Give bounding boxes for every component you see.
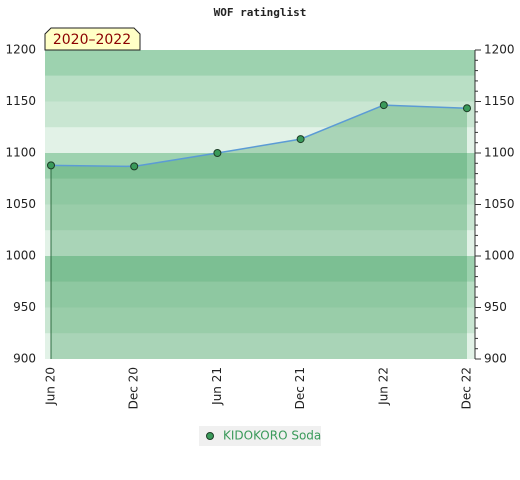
marker <box>463 104 471 113</box>
y2-tick-label: 900 <box>484 352 507 366</box>
y2-tick-label: 950 <box>484 300 507 314</box>
band-stripe <box>45 178 475 205</box>
y2-tick-label: 1200 <box>484 43 515 57</box>
annotation-box <box>44 27 141 51</box>
band-stripe <box>45 75 475 102</box>
y2-tick-label: 1050 <box>484 197 515 211</box>
band-stripe <box>45 281 475 308</box>
y-tick-label: 1050 <box>5 197 36 211</box>
band-stripe <box>45 333 475 359</box>
band-stripe <box>45 50 475 76</box>
y-tick-label: 950 <box>13 300 36 314</box>
band-stripe <box>45 256 475 282</box>
x-tick-label: Jun 21 <box>210 367 224 406</box>
marker <box>213 149 222 157</box>
y2-tick-label: 1150 <box>484 94 515 108</box>
legend-marker <box>206 432 214 440</box>
x-tick-label: Jun 20 <box>44 367 58 406</box>
chart-title: WOF ratinglist <box>214 6 307 19</box>
annotation: 2020–2022 <box>53 32 131 48</box>
y-tick-label: 1000 <box>5 249 36 263</box>
x-tick-label: Dec 20 <box>127 367 141 409</box>
marker <box>130 162 139 171</box>
band-stripe <box>45 307 475 334</box>
band-stripe <box>45 204 475 231</box>
line <box>50 104 468 168</box>
marker <box>379 101 388 110</box>
band-stripe <box>45 230 475 256</box>
band-stripe <box>45 127 475 153</box>
legend-box <box>199 426 321 446</box>
legend: KIDOKORO Soda <box>199 426 321 446</box>
y-tick-label: 900 <box>13 352 36 366</box>
marker <box>296 135 305 144</box>
area-fill <box>51 105 467 359</box>
y2-tick-label: 1100 <box>484 146 515 160</box>
x-tick-label: Dec 21 <box>293 367 307 409</box>
marker <box>47 161 55 170</box>
x-tick-label: Jun 22 <box>376 367 390 406</box>
legend-label: KIDOKORO Soda <box>223 429 321 443</box>
y2-tick-label: 1000 <box>484 249 515 263</box>
y-tick-label: 1200 <box>5 43 36 57</box>
x-tick-label: Dec 22 <box>460 367 474 409</box>
y-tick-label: 1150 <box>5 94 36 108</box>
plot-background <box>45 50 475 359</box>
y-tick-label: 1100 <box>5 146 36 160</box>
